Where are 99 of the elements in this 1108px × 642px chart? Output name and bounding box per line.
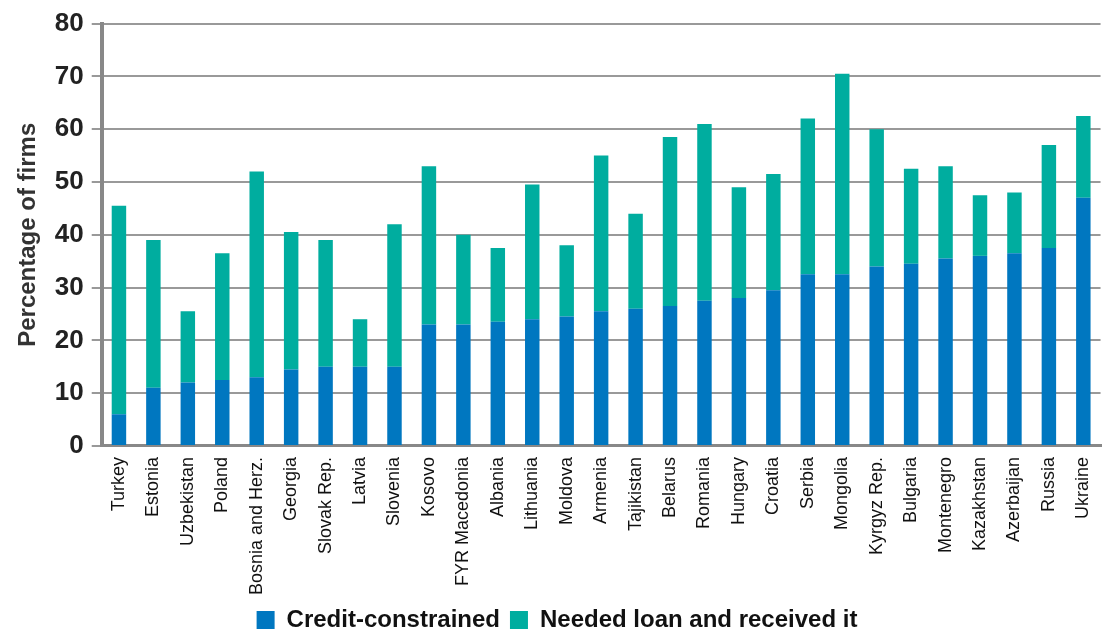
x-tick-label: Albania <box>486 455 507 517</box>
bar <box>903 263 919 445</box>
bar <box>800 118 816 275</box>
bar <box>215 379 230 445</box>
bar <box>938 258 953 445</box>
bar <box>146 240 161 388</box>
bar <box>352 366 368 445</box>
bar <box>559 316 574 445</box>
x-tick-label: Latvia <box>349 455 370 505</box>
legend-label: Credit-constrained <box>286 604 500 632</box>
x-tick-label: Kyrgyz Rep. <box>865 456 886 555</box>
bar <box>352 319 368 367</box>
y-tick-label: 30 <box>54 270 84 301</box>
x-tick-label: Belarus <box>658 456 679 518</box>
y-axis-title: Percentage of firms <box>13 122 41 347</box>
x-tick-label: Hungary <box>727 456 748 525</box>
bar <box>421 166 437 325</box>
x-tick-label: Georgia <box>280 455 301 521</box>
bar <box>387 366 402 445</box>
x-tick-label: FYR Macedonia <box>452 455 473 586</box>
x-tick-label: Ukraine <box>1072 456 1093 519</box>
bar <box>490 321 506 445</box>
bar <box>662 137 678 307</box>
x-tick-label: Poland <box>211 456 232 513</box>
x-tick-label: Slovak Rep. <box>314 456 335 554</box>
bar <box>318 240 333 367</box>
x-tick-label: Azerbaijan <box>1003 456 1024 542</box>
bar <box>593 155 609 312</box>
bar <box>1076 115 1091 198</box>
bar <box>490 247 506 322</box>
bar <box>215 253 230 380</box>
bar <box>1041 145 1057 248</box>
y-tick-label: 60 <box>54 112 84 143</box>
bar <box>456 324 471 445</box>
bar <box>766 174 781 291</box>
x-tick-label: Moldova <box>555 455 576 525</box>
bar <box>387 224 402 367</box>
bar <box>697 300 712 445</box>
bar <box>525 319 540 445</box>
x-tick-label: Bulgaria <box>900 455 921 523</box>
bar <box>456 234 471 325</box>
bar <box>731 298 747 445</box>
y-tick-label: 70 <box>54 59 84 90</box>
bar <box>972 195 988 256</box>
bar <box>697 123 712 301</box>
x-tick-label: Croatia <box>762 455 783 515</box>
x-tick-label: Uzbekistan <box>176 456 197 546</box>
y-tick-label: 10 <box>54 376 84 407</box>
x-tick-label: Tajikistan <box>624 456 645 531</box>
bar <box>283 232 299 370</box>
bar <box>766 290 781 445</box>
x-tick-label: Russia <box>1037 455 1058 512</box>
x-tick-label: Serbia <box>796 455 817 509</box>
bar <box>421 324 437 445</box>
x-tick-label: Romania <box>693 455 714 529</box>
x-tick-label: Montenegro <box>934 456 955 553</box>
bar <box>972 255 988 445</box>
bar <box>903 168 919 264</box>
bar <box>249 171 264 378</box>
bar <box>559 245 574 317</box>
bar <box>1076 197 1091 445</box>
y-tick-label: 50 <box>54 165 84 196</box>
bar <box>283 369 299 445</box>
bar <box>835 73 850 275</box>
y-tick-label: 20 <box>54 323 84 354</box>
bar <box>318 366 333 445</box>
bar <box>593 311 609 445</box>
bar <box>1007 192 1022 254</box>
bar <box>731 187 747 299</box>
x-tick-label: Estonia <box>142 455 163 517</box>
x-tick-label: Kazakhstan <box>968 456 989 551</box>
bar <box>1041 247 1057 445</box>
x-tick-label: Armenia <box>590 455 611 524</box>
x-tick-label: Turkey <box>107 456 128 512</box>
y-tick-label: 40 <box>54 217 84 248</box>
bar <box>835 274 850 445</box>
legend-label: Needed loan and received it <box>539 604 858 632</box>
x-tick-label: Slovenia <box>383 455 404 526</box>
bar <box>869 129 884 267</box>
x-tick-label: Lithuania <box>521 455 542 530</box>
bar <box>628 308 643 445</box>
bar <box>180 382 196 445</box>
bar <box>525 184 540 320</box>
bar <box>180 311 196 383</box>
bar <box>146 387 161 445</box>
bar <box>111 205 127 415</box>
x-tick-label: Bosnia and Herz. <box>245 456 266 595</box>
bar <box>662 306 678 445</box>
x-tick-label: Mongolia <box>831 455 852 530</box>
bar <box>800 274 816 445</box>
bar <box>869 266 884 445</box>
bar <box>938 166 953 259</box>
bar <box>1007 253 1022 445</box>
y-tick-label: 0 <box>69 429 84 460</box>
bar <box>249 377 264 445</box>
x-tick-label: Kosovo <box>417 456 438 517</box>
bar <box>111 414 127 445</box>
bar <box>628 213 643 309</box>
y-tick-label: 80 <box>54 6 84 37</box>
